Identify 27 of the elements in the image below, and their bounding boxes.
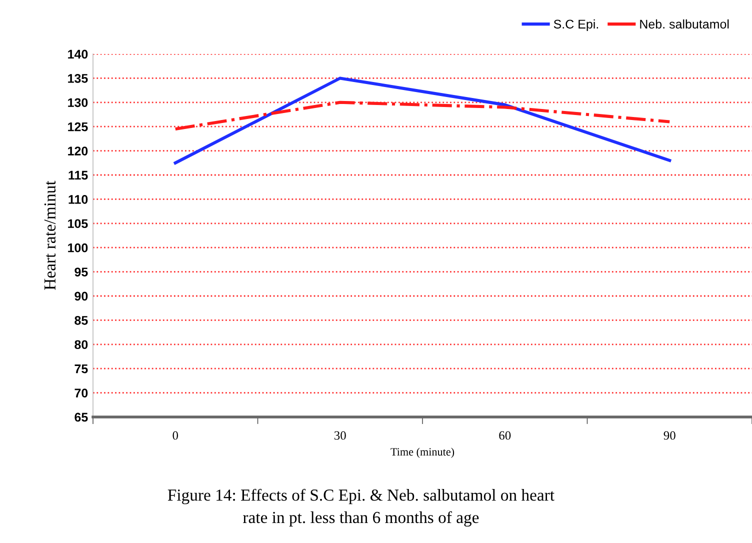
y-tick-label: 115 xyxy=(68,170,88,180)
y-tick-label: 70 xyxy=(74,388,88,398)
line-series xyxy=(174,76,672,164)
y-tick-label: 135 xyxy=(68,74,88,83)
y-tick-label: 95 xyxy=(74,268,88,276)
y-axis-title: Heart rate/minut xyxy=(44,180,56,290)
x-tick-label: 60 xyxy=(499,431,511,440)
y-tick-label: 100 xyxy=(68,243,88,252)
caption: Figure 14: Effects of S.C Epi. & Neb. salbutamol on heart rate in pt. less than 6 months of age xyxy=(168,488,554,527)
x-tick-label: 90 xyxy=(664,431,676,440)
y-tick-label: 80 xyxy=(74,340,88,350)
y-tick-label: 75 xyxy=(74,364,88,374)
x-tick-label: 0 xyxy=(172,431,178,440)
y-tick-label: 140 xyxy=(68,50,88,59)
y-tick-label: 125 xyxy=(68,122,88,132)
line-series xyxy=(174,100,672,131)
x-axis-title: Time (minute) xyxy=(390,448,454,458)
y-tick-label: 105 xyxy=(68,219,88,228)
x-tick-label: 30 xyxy=(334,431,346,440)
y-tick-label: 65 xyxy=(74,412,88,422)
legend-label: Neb. salbutamol xyxy=(640,19,729,29)
y-tick-label: 85 xyxy=(74,316,88,325)
y-tick-label: 120 xyxy=(68,146,88,156)
y-tick-label: 110 xyxy=(68,195,88,204)
legend-label: S.C Epi. xyxy=(554,19,598,32)
y-tick-label: 90 xyxy=(74,292,88,301)
y-tick-label: 130 xyxy=(68,98,88,108)
